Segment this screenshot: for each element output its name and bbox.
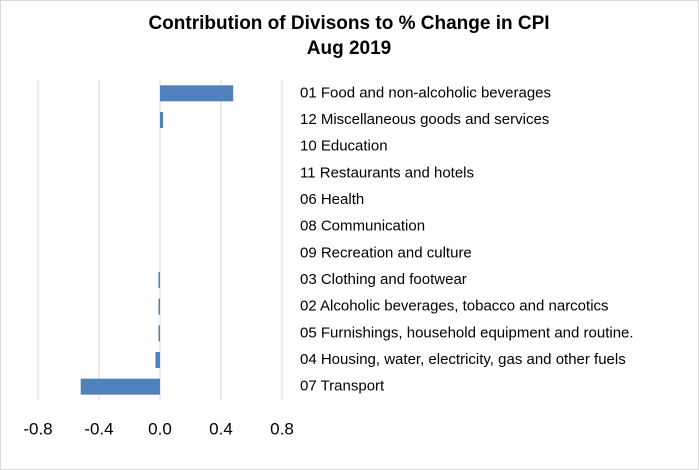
x-tick-label: 0.8 <box>270 419 294 438</box>
category-label: 09 Recreation and culture <box>300 244 472 261</box>
x-tick-label: 0.0 <box>148 419 172 438</box>
category-label: 04 Housing, water, electricity, gas and … <box>300 351 626 368</box>
category-label: 06 Health <box>300 191 364 208</box>
category-label: 12 Miscellaneous goods and services <box>300 111 549 128</box>
category-label: 08 Communication <box>300 218 425 235</box>
x-tick-label: -0.8 <box>23 419 52 438</box>
bar <box>158 325 160 342</box>
category-label: 11 Restaurants and hotels <box>300 164 474 181</box>
x-tick-label: 0.4 <box>209 419 233 438</box>
category-label: 10 Education <box>300 138 388 155</box>
bar <box>158 298 160 315</box>
chart-subtitle: Aug 2019 <box>307 38 391 59</box>
category-label: 02 Alcoholic beverages, tobacco and narc… <box>300 298 609 315</box>
bar <box>80 378 160 395</box>
bar <box>158 272 160 288</box>
category-label: 05 Furnishings, household equipment and … <box>300 324 634 341</box>
x-tick-label: -0.4 <box>84 419 113 438</box>
category-label: 01 Food and non-alcoholic beverages <box>300 84 551 101</box>
bar <box>160 85 234 102</box>
category-label: 07 Transport <box>300 378 385 395</box>
bar <box>160 112 164 128</box>
category-label: 03 Clothing and footwear <box>300 271 467 288</box>
bar <box>155 352 160 368</box>
chart-title: Contribution of Divisons to % Change in … <box>148 13 549 34</box>
